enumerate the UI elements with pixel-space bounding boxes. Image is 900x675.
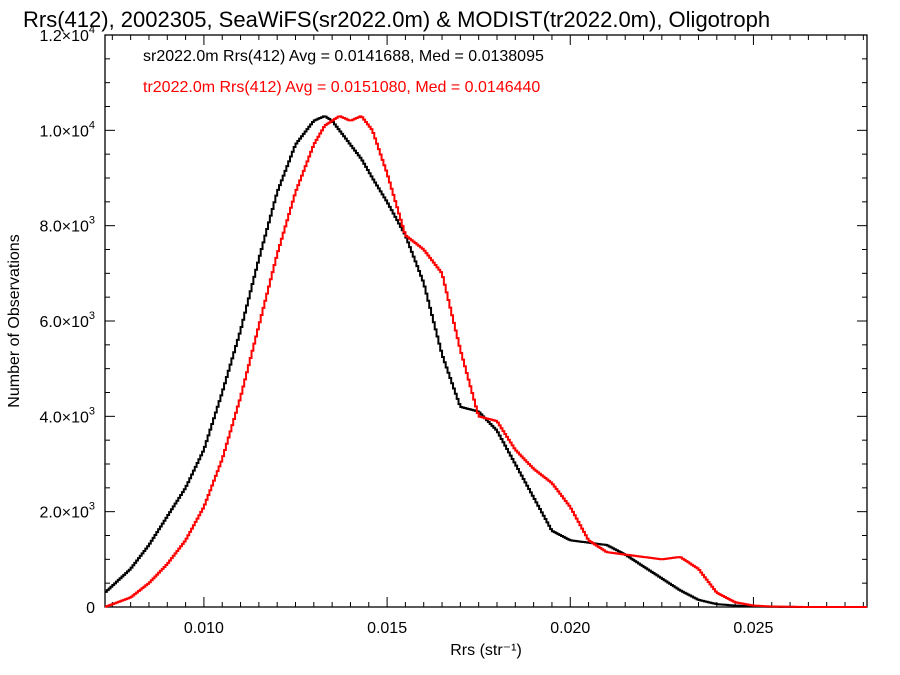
- y-axis-ticks: 0 2.0×103 4.0×103 6.0×103 8.0×103 1.0×104 1.2×…: [39, 24, 867, 617]
- y-tick-label: 4.0×103: [39, 405, 95, 426]
- y-tick-label: 6.0×103: [39, 310, 95, 331]
- y-tick-label: 0: [86, 600, 95, 617]
- y-tick-label: 2.0×103: [39, 501, 95, 522]
- x-tick-label: 0.015: [367, 620, 407, 637]
- x-tick-label: 0.010: [184, 620, 224, 637]
- plot-frame: [104, 34, 868, 608]
- annotation-series-1: sr2022.0m Rrs(412) Avg = 0.0141688, Med …: [143, 48, 544, 65]
- y-axis-label: Number of Observations: [6, 234, 23, 407]
- x-axis-ticks: 0.010 0.015 0.020 0.025: [111, 35, 864, 637]
- x-tick-label: 0.020: [550, 620, 590, 637]
- x-tick-label: 0.025: [733, 620, 773, 637]
- annotation-series-2: tr2022.0m Rrs(412) Avg = 0.0151080, Med …: [143, 79, 540, 96]
- series-modis-line: [105, 115, 867, 608]
- y-tick-label: 1.0×104: [39, 119, 95, 140]
- data-series: [105, 115, 867, 608]
- series-seawifs-line: [105, 115, 867, 608]
- y-tick-label: 8.0×103: [39, 215, 95, 236]
- y-tick-label: 1.2×104: [39, 24, 95, 45]
- chart-title: Rrs(412), 2002305, SeaWiFS(sr2022.0m) & …: [23, 7, 770, 32]
- x-axis-label: Rrs (str⁻¹): [450, 642, 522, 659]
